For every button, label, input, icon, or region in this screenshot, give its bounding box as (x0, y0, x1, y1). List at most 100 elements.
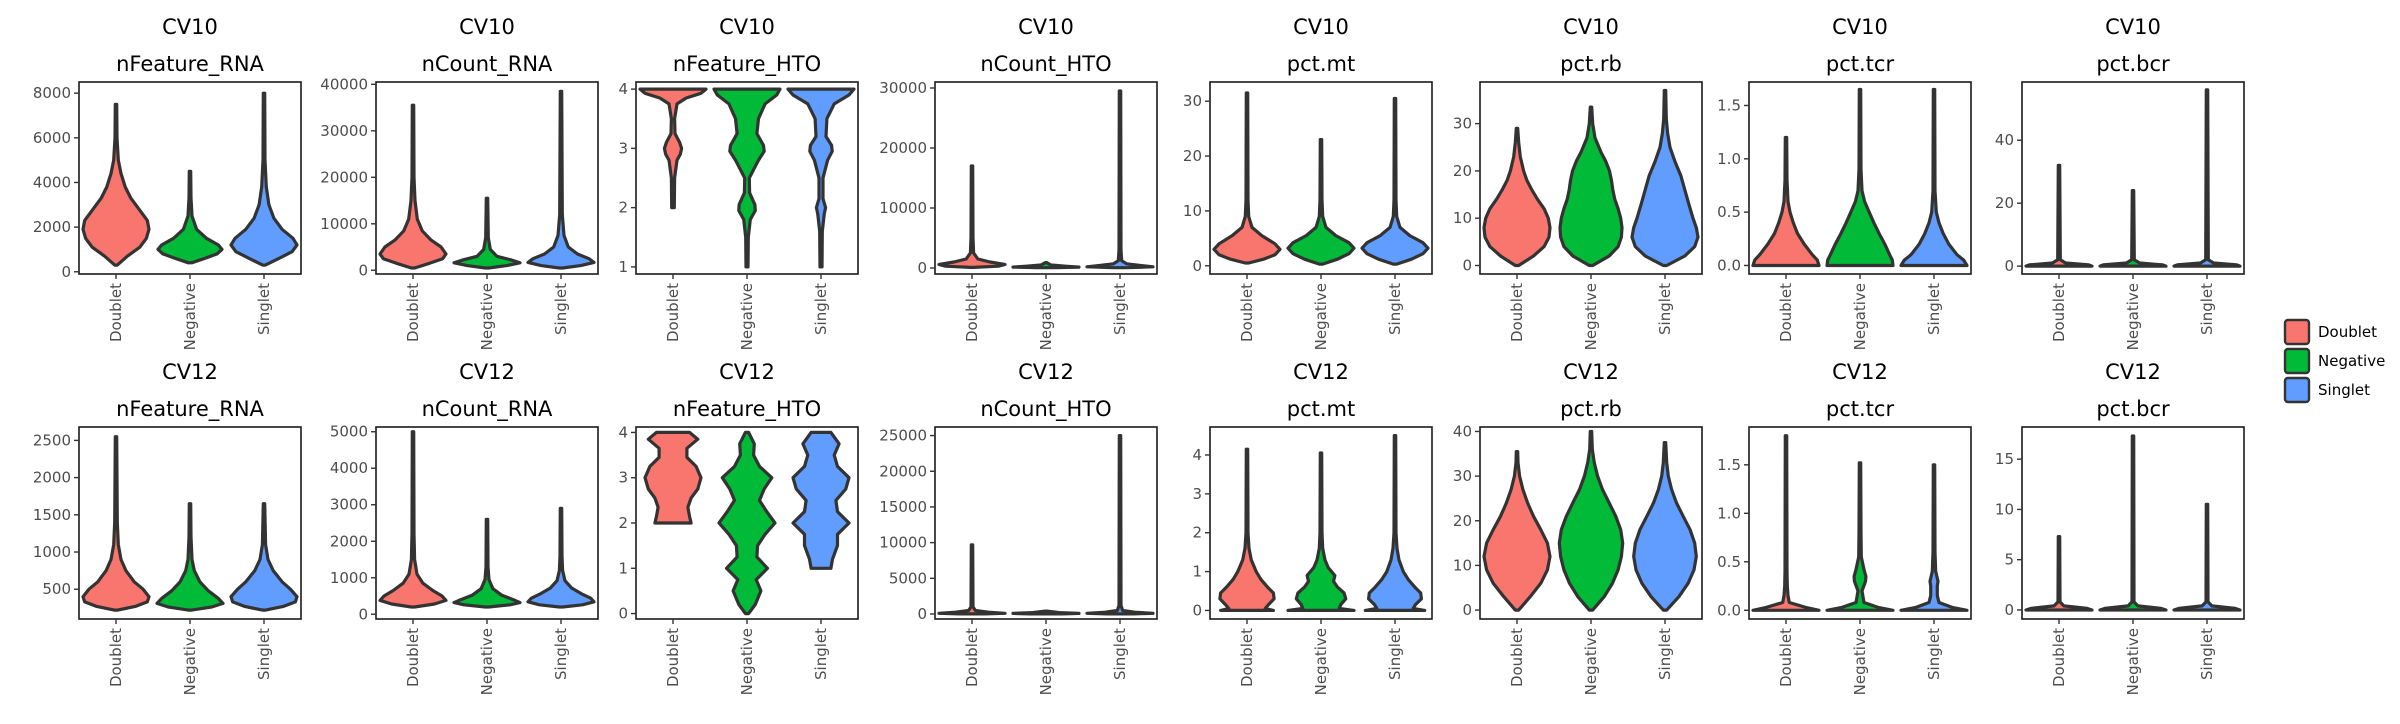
x-tick-label-doublet: Doublet (1508, 628, 1526, 687)
y-tick-label: 1000 (330, 569, 368, 587)
violin-singlet (229, 91, 299, 267)
x-tick-label-negative: Negative (478, 628, 496, 695)
y-tick-label: 20000 (879, 462, 927, 480)
panel-cv12-ncount-rna: CV12 nCount_RNA 0 1000 2000 3000 4000 5000 Doubl… (330, 360, 599, 695)
violin-singlet (1360, 96, 1430, 266)
violin-singlet (2172, 88, 2242, 268)
panel-title: CV10 (459, 15, 515, 39)
panel-title: CV10 (1018, 15, 1074, 39)
y-tick-label: 0.0 (1717, 256, 1741, 274)
violin-negative (1557, 429, 1625, 612)
y-tick-label: 0 (61, 263, 71, 281)
x-tick-label-singlet: Singlet (552, 628, 570, 680)
y-tick-label: 0 (2004, 601, 2014, 619)
x-tick-label-negative: Negative (738, 628, 756, 695)
panel-cv12-pct-bcr: CV12 pct.bcr 0 5 10 15 Doublet Negative Singlet (1995, 360, 2245, 695)
y-tick-label: 10000 (879, 199, 927, 217)
panel-title: CV10 (2105, 15, 2161, 39)
y-tick-label: 1.5 (1717, 456, 1741, 474)
x-tick-label-singlet: Singlet (1111, 283, 1129, 335)
violin-negative (1011, 261, 1081, 270)
violin-singlet (791, 430, 851, 570)
panel-subtitle: nFeature_RNA (116, 397, 264, 422)
legend-swatch-negative (2283, 347, 2311, 375)
panel-title: CV12 (2105, 360, 2161, 384)
y-tick-label: 5 (2004, 551, 2014, 569)
panel-cv10-pct-rb: CV10 pct.rb 0 10 20 30 Doublet Negative Singlet (1453, 15, 1703, 350)
y-tick-label: 20000 (879, 139, 927, 157)
y-tick-label: 4000 (33, 173, 71, 191)
y-tick-label: 0 (1462, 256, 1472, 274)
violin-negative (155, 502, 225, 612)
panel-title: CV12 (1563, 360, 1619, 384)
violin-doublet (2024, 163, 2094, 268)
y-tick-label: 0 (917, 259, 927, 277)
panel-cv10-pct-tcr: CV10 pct.tcr 0.0 0.5 1.0 1.5 Doublet Negative Si… (1717, 15, 1972, 350)
y-tick-label: 1000 (33, 543, 71, 561)
panel-cv12-nfeature-rna: CV12 nFeature_RNA 500 1000 1500 2000 2500 Doubl… (33, 360, 302, 695)
panel-cv10-pct-mt: CV10 pct.mt 0 10 20 30 Doublet Negative Singlet (1183, 15, 1433, 350)
y-tick-label: 15000 (879, 498, 927, 516)
y-tick-label: 2000 (33, 469, 71, 487)
violin-singlet (2172, 502, 2242, 612)
legend-label-doublet: Doublet (2318, 323, 2377, 341)
panel-subtitle: nCount_RNA (422, 397, 553, 422)
violin-singlet (1085, 89, 1155, 270)
x-tick-label-negative: Negative (181, 628, 199, 695)
violin-singlet (1899, 87, 1969, 268)
panel-subtitle: nFeature_HTO (673, 52, 821, 77)
y-tick-label: 5000 (330, 423, 368, 441)
y-tick-label: 1 (1192, 563, 1202, 581)
x-tick-label-doublet: Doublet (1777, 628, 1795, 687)
violin-singlet (229, 502, 299, 612)
y-tick-label: 1 (618, 258, 628, 276)
legend-label-negative: Negative (2318, 352, 2385, 370)
panel-subtitle: nCount_RNA (422, 52, 553, 77)
violin-negative (452, 517, 522, 609)
violin-doublet (81, 435, 151, 612)
violin-negative (1825, 87, 1895, 268)
violin-doublet (1482, 126, 1552, 268)
legend-swatch-doublet (2283, 318, 2311, 346)
x-tick-label-singlet: Singlet (1925, 283, 1943, 335)
panel-cv10-ncount-hto: CV10 nCount_HTO 0 10000 20000 30000 Doublet Neg… (879, 15, 1158, 350)
x-tick-label-negative: Negative (478, 283, 496, 350)
x-tick-label-doublet: Doublet (664, 283, 682, 342)
y-tick-label: 10000 (320, 215, 368, 233)
violin-negative (156, 169, 224, 265)
x-tick-label-singlet: Singlet (1386, 628, 1404, 680)
panel-cv12-ncount-hto: CV12 nCount_HTO 0 5000 10000 15000 20000 25000 D… (879, 360, 1158, 695)
y-tick-label: 2000 (330, 532, 368, 550)
y-tick-label: 4 (1192, 446, 1202, 464)
x-tick-label-doublet: Doublet (107, 628, 125, 687)
y-tick-label: 10000 (879, 534, 927, 552)
y-tick-label: 6000 (33, 129, 71, 147)
x-tick-label-doublet: Doublet (664, 628, 682, 687)
panel-title: CV12 (459, 360, 515, 384)
y-tick-label: 0 (1462, 601, 1472, 619)
y-tick-label: 1500 (33, 506, 71, 524)
x-tick-label-negative: Negative (1582, 283, 1600, 350)
panel-cv12-pct-rb: CV12 pct.rb 0 10 20 30 40 Doublet Negative Single… (1453, 360, 1703, 695)
y-tick-label: 2 (618, 199, 628, 217)
y-tick-label: 3 (618, 139, 628, 157)
legend: Doublet Negative Singlet (2283, 318, 2385, 404)
y-tick-label: 8000 (33, 84, 71, 102)
x-tick-label-singlet: Singlet (255, 283, 273, 335)
y-tick-label: 40000 (320, 75, 368, 93)
y-tick-label: 0.5 (1717, 203, 1741, 221)
y-tick-label: 2 (618, 514, 628, 532)
x-tick-label-negative: Negative (1312, 283, 1330, 350)
y-tick-label: 30 (1183, 92, 1202, 110)
y-tick-label: 30000 (320, 122, 368, 140)
y-tick-label: 1.0 (1717, 150, 1741, 168)
panel-subtitle: pct.bcr (2096, 52, 2170, 76)
y-tick-label: 20000 (320, 168, 368, 186)
y-tick-label: 2500 (33, 431, 71, 449)
violin-doublet (1218, 447, 1276, 612)
x-tick-label-negative: Negative (1851, 283, 1869, 350)
panel-subtitle: nCount_HTO (980, 397, 1111, 422)
violin-singlet (1630, 88, 1700, 268)
y-tick-label: 20 (1183, 147, 1202, 165)
x-tick-label-singlet: Singlet (812, 628, 830, 680)
